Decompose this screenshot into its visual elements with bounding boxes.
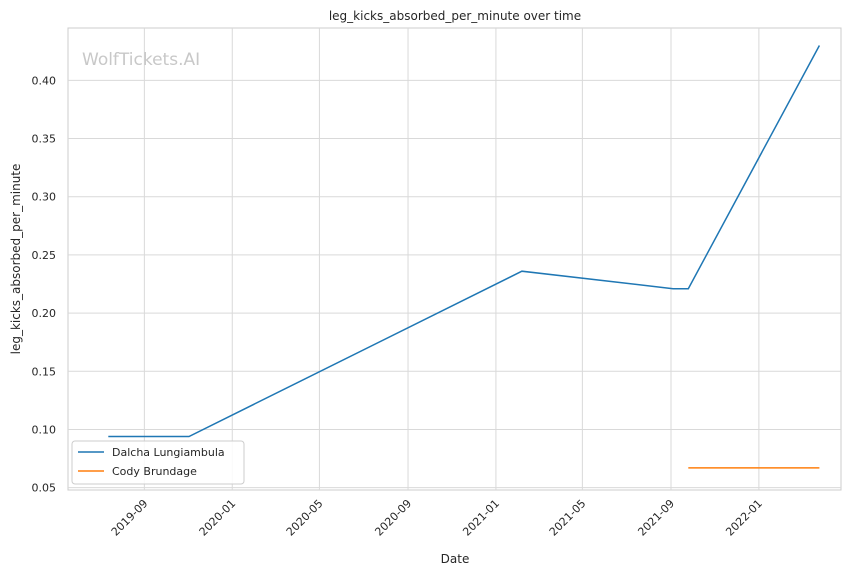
x-tick-label: 2020-01 — [197, 497, 239, 539]
legend-label-dalcha-lungiambula: Dalcha Lungiambula — [112, 446, 225, 459]
watermark: WolfTickets.AI — [82, 50, 200, 70]
plot-background — [67, 27, 842, 491]
x-tick-label: 2019-09 — [109, 497, 151, 539]
x-tick-label: 2021-05 — [547, 497, 589, 539]
y-tick-label: 0.15 — [32, 365, 57, 378]
legend: Dalcha Lungiambula Cody Brundage — [71, 440, 245, 485]
x-tick-label: 2021-01 — [460, 497, 502, 539]
y-tick-label: 0.40 — [32, 74, 57, 87]
grid — [68, 28, 841, 490]
y-tick-label: 0.20 — [32, 307, 57, 320]
y-tick-label: 0.35 — [32, 133, 57, 146]
y-tick-label: 0.25 — [32, 249, 57, 262]
x-tick-labels: 2019-09 2020-01 2020-05 2020-09 2021-01 2021-… — [109, 497, 765, 539]
x-tick-label: 2022-01 — [723, 497, 765, 539]
x-tick-label: 2021-09 — [635, 497, 677, 539]
y-tick-labels: 0.05 0.10 0.15 0.20 0.25 0.30 0.35 0.40 — [32, 74, 57, 494]
y-tick-label: 0.10 — [32, 423, 57, 436]
chart-title: leg_kicks_absorbed_per_minute over time — [329, 9, 581, 23]
x-tick-label: 2020-05 — [284, 497, 326, 539]
y-tick-label: 0.30 — [32, 191, 57, 204]
x-tick-label: 2020-09 — [372, 497, 414, 539]
x-axis-label: Date — [441, 552, 470, 566]
legend-box — [71, 440, 245, 485]
legend-label-cody-brundage: Cody Brundage — [112, 465, 197, 478]
y-tick-label: 0.05 — [32, 482, 57, 495]
series-lines — [108, 45, 821, 469]
series-line-dalcha-lungiambula — [108, 45, 821, 438]
y-axis-label: leg_kicks_absorbed_per_minute — [9, 164, 23, 355]
